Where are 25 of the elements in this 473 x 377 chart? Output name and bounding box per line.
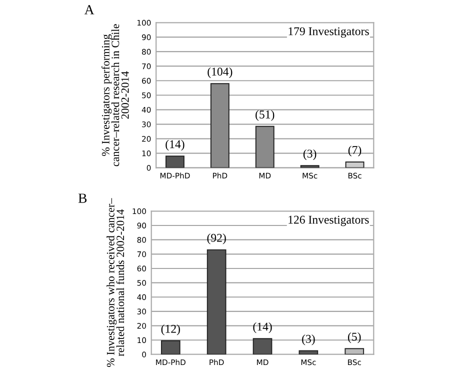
bar xyxy=(344,348,364,354)
annotation: 126 Investigators xyxy=(288,216,369,226)
annotation: (14) xyxy=(166,140,184,151)
annotation: (51) xyxy=(256,110,274,121)
annotation: (14) xyxy=(253,322,272,334)
annotation: (104) xyxy=(208,67,232,78)
bar xyxy=(165,156,184,168)
annotation: (3) xyxy=(303,149,316,160)
bar xyxy=(252,338,272,354)
chart-title: B xyxy=(78,194,87,203)
annotation: (5) xyxy=(348,332,361,344)
annotation: (92) xyxy=(207,234,226,244)
y-axis-title: % Investigators performing cancer–related research in Chile 2002-2014 xyxy=(101,24,129,166)
annotation: 179 Investigators xyxy=(288,27,369,38)
annotation: (3) xyxy=(302,334,315,346)
annotation: (7) xyxy=(348,146,362,156)
bar xyxy=(210,83,230,168)
bar xyxy=(300,165,320,168)
chart-title: A xyxy=(84,5,94,14)
annotation: (12) xyxy=(161,324,180,336)
bar xyxy=(206,249,226,354)
y-axis-title: % Investigators who received cancer– related national funds 2002-2014 xyxy=(106,198,124,367)
bar xyxy=(160,340,180,354)
bar xyxy=(345,161,364,168)
bar xyxy=(255,126,274,168)
